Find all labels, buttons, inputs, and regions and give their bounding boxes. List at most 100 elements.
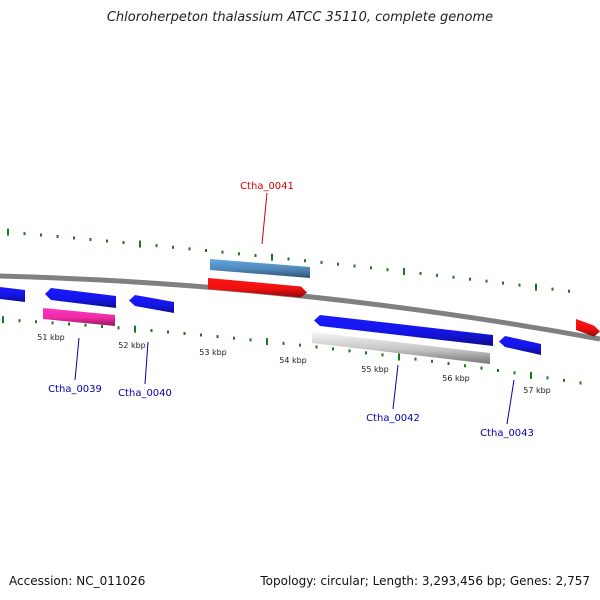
major-tick [266, 338, 268, 346]
genome-backbone [0, 273, 600, 342]
minor-tick [348, 349, 351, 353]
minor-tick [579, 381, 582, 385]
minor-tick [370, 266, 372, 270]
minor-tick [480, 366, 483, 370]
minor-tick [205, 248, 207, 252]
major-tick [139, 240, 141, 248]
minor-tick [40, 233, 42, 237]
minor-tick [221, 250, 224, 254]
major-tick [530, 371, 532, 379]
gene-label-ctha-0041[interactable]: Ctha_0041 [240, 181, 294, 192]
minor-tick [167, 330, 169, 334]
major-tick [271, 253, 273, 261]
gene-label-ctha-0039[interactable]: Ctha_0039 [48, 384, 102, 395]
minor-tick [89, 237, 92, 241]
gene-feature-forward-gene-right-edge[interactable] [576, 319, 600, 337]
minor-tick [337, 262, 339, 266]
minor-tick [155, 244, 158, 248]
gene-feature-ctha-0043[interactable] [499, 336, 541, 355]
label-leader-line [144, 341, 149, 385]
minor-tick [320, 260, 323, 264]
scale-tick-label: 55 kbp [361, 365, 389, 374]
scale-tick-label: 54 kbp [279, 356, 307, 365]
minor-tick [568, 289, 570, 293]
lower-tick-track [2, 316, 582, 385]
minor-tick [282, 341, 285, 345]
minor-tick [414, 357, 417, 361]
minor-tick [200, 333, 202, 337]
minor-tick [216, 335, 219, 339]
gene-label-ctha-0040[interactable]: Ctha_0040 [118, 388, 172, 399]
gene-label-ctha-0042[interactable]: Ctha_0042 [366, 413, 420, 424]
scale-labels: 51 kbp 52 kbp 53 kbp 54 kbp 55 kbp 56 kbp 57 k… [37, 333, 551, 395]
major-tick [7, 228, 9, 236]
minor-tick [353, 264, 356, 268]
major-tick [535, 283, 537, 291]
scale-tick-label: 52 kbp [118, 341, 146, 350]
upper-tick-track [7, 228, 570, 293]
minor-tick [452, 275, 455, 279]
minor-tick [254, 254, 257, 258]
scale-tick-label: 57 kbp [523, 386, 551, 395]
minor-tick [563, 378, 565, 382]
minor-tick [419, 271, 422, 275]
gene-feature-ctha-0042[interactable] [314, 315, 493, 346]
minor-tick [188, 247, 191, 251]
minor-tick [56, 235, 59, 239]
minor-tick [381, 353, 384, 357]
genome-title: Chloroherpeton thalassium ATCC 35110, co… [106, 10, 494, 25]
minor-tick [238, 252, 240, 256]
gene-feature-ctha-0040[interactable] [129, 295, 174, 313]
label-leader-line [506, 379, 515, 425]
gene-feature-ctha-0039[interactable] [45, 288, 116, 308]
minor-tick [287, 257, 290, 261]
minor-tick [464, 364, 466, 368]
label-leader-line [74, 337, 80, 381]
minor-tick [436, 273, 438, 277]
gene-feature-ctha-0041[interactable] [208, 278, 307, 298]
minor-tick [23, 232, 26, 236]
feature-track [0, 259, 600, 364]
minor-tick [386, 268, 389, 272]
minor-tick [101, 325, 103, 329]
minor-tick [249, 338, 252, 342]
minor-tick [315, 345, 318, 349]
minor-tick [518, 283, 521, 287]
minor-tick [73, 236, 75, 240]
minor-tick [513, 371, 516, 375]
gene-feature-ctha-0042-pseudo[interactable] [312, 332, 490, 364]
gene-label-ctha-0043[interactable]: Ctha_0043 [480, 428, 534, 439]
minor-tick [332, 347, 334, 351]
scale-tick-label: 56 kbp [442, 374, 470, 383]
label-leader-line [261, 192, 268, 245]
minor-tick [35, 320, 37, 324]
accession-text: Accession: NC_011026 [9, 574, 146, 588]
gene-feature-ctha-0039-rna[interactable] [43, 308, 115, 326]
minor-tick [304, 259, 306, 263]
minor-tick [122, 241, 125, 245]
major-tick [403, 268, 405, 276]
minor-tick [546, 376, 549, 380]
minor-tick [51, 321, 54, 325]
minor-tick [18, 319, 21, 323]
gene-feature-ctha-0041-cds[interactable] [210, 259, 310, 278]
minor-tick [502, 281, 504, 285]
minor-tick [447, 362, 450, 366]
minor-tick [233, 336, 235, 340]
minor-tick [106, 239, 108, 243]
major-tick [134, 325, 136, 333]
gene-feature-reverse-gene-left-edge[interactable] [0, 287, 25, 302]
major-tick [2, 316, 4, 324]
minor-tick [150, 329, 153, 333]
minor-tick [497, 368, 499, 372]
minor-tick [431, 359, 433, 363]
genome-summary-text: Topology: circular; Length: 3,293,456 bp… [260, 574, 590, 588]
scale-tick-label: 53 kbp [199, 348, 227, 357]
scale-tick-label: 51 kbp [37, 333, 65, 342]
minor-tick [117, 326, 120, 330]
minor-tick [84, 323, 87, 327]
label-leader-line [392, 364, 399, 410]
minor-tick [299, 343, 301, 347]
minor-tick [172, 245, 174, 249]
